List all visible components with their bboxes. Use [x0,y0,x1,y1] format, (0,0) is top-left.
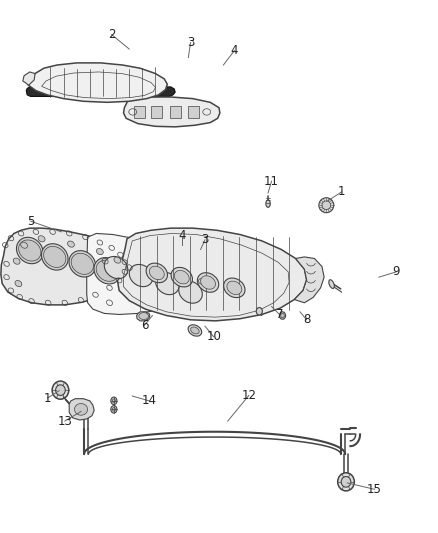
Ellipse shape [15,280,22,287]
Text: 12: 12 [241,389,256,402]
Text: 15: 15 [367,483,382,496]
Ellipse shape [111,397,117,405]
Ellipse shape [155,272,179,295]
Ellipse shape [198,273,219,292]
Polygon shape [1,228,131,305]
Text: 14: 14 [141,394,156,407]
Polygon shape [137,312,150,321]
Ellipse shape [104,256,128,279]
Ellipse shape [112,407,116,411]
Text: 9: 9 [392,265,400,278]
Polygon shape [134,106,145,118]
Polygon shape [188,106,199,118]
Text: 4: 4 [178,229,186,242]
Ellipse shape [52,381,69,399]
Polygon shape [294,257,324,303]
Polygon shape [151,106,162,118]
Ellipse shape [319,198,334,213]
Text: 1: 1 [338,185,346,198]
Polygon shape [117,228,307,321]
Polygon shape [26,87,175,96]
Ellipse shape [74,403,88,415]
Ellipse shape [96,260,118,281]
Ellipse shape [191,327,199,334]
Ellipse shape [179,281,202,303]
Ellipse shape [174,270,189,284]
Polygon shape [23,72,35,85]
Ellipse shape [188,325,202,336]
Ellipse shape [44,246,66,268]
Ellipse shape [71,253,93,274]
Ellipse shape [201,276,215,289]
Ellipse shape [67,241,74,247]
Text: 3: 3 [201,233,208,246]
Ellipse shape [227,281,242,295]
Text: 13: 13 [57,415,72,427]
Text: 3: 3 [187,36,194,49]
Text: 4: 4 [230,44,238,57]
Text: 1: 1 [43,392,51,405]
Text: 2: 2 [108,28,116,41]
Ellipse shape [69,251,95,277]
Ellipse shape [338,473,354,491]
Polygon shape [170,106,181,118]
Ellipse shape [17,237,43,264]
Ellipse shape [224,278,245,297]
Ellipse shape [322,201,331,209]
Polygon shape [87,233,208,314]
Ellipse shape [56,385,65,395]
Ellipse shape [146,263,167,282]
Ellipse shape [329,280,334,288]
Ellipse shape [21,242,28,248]
Polygon shape [28,63,167,102]
Ellipse shape [139,312,148,320]
Ellipse shape [42,244,68,270]
Ellipse shape [281,313,284,318]
Ellipse shape [129,264,153,287]
Ellipse shape [279,312,286,319]
Ellipse shape [94,257,120,284]
Polygon shape [124,97,220,127]
Ellipse shape [112,399,116,403]
Polygon shape [69,399,94,420]
Ellipse shape [114,257,121,263]
Ellipse shape [19,240,41,261]
Text: 11: 11 [264,175,279,188]
Ellipse shape [96,248,103,255]
Ellipse shape [13,258,20,264]
Ellipse shape [171,268,192,287]
Text: 6: 6 [141,319,148,332]
Text: 7: 7 [276,308,283,321]
Text: 10: 10 [206,330,221,343]
Ellipse shape [256,308,262,315]
Ellipse shape [111,406,117,413]
Ellipse shape [341,477,351,487]
Text: 8: 8 [303,313,310,326]
Text: 5: 5 [27,215,34,228]
Ellipse shape [266,200,270,207]
Ellipse shape [149,266,164,280]
Ellipse shape [38,236,45,242]
